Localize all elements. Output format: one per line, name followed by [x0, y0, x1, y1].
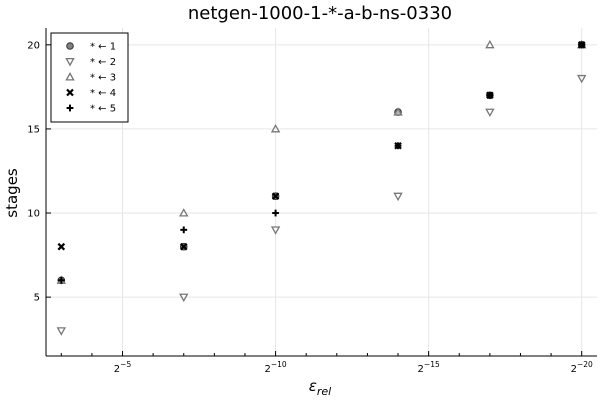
data-point-series-5 [394, 142, 402, 150]
data-point-series-2 [393, 192, 403, 202]
x-tick-label: 2−5 [114, 360, 132, 375]
x-tick-label: 2−10 [264, 360, 286, 375]
axes [45, 28, 597, 357]
legend-marker-series-2 [65, 57, 75, 67]
data-point-series-2 [485, 108, 495, 118]
data-point-series-2 [270, 226, 281, 235]
marker-shape [393, 107, 403, 116]
x-axis-label: εrel [309, 377, 331, 398]
y-tick-label: 15 [27, 124, 40, 135]
marker-shape [65, 72, 75, 81]
data-point-series-3 [485, 39, 495, 49]
marker-shape [65, 57, 75, 67]
data-point-series-3 [393, 107, 403, 116]
legend-marker-series-1 [66, 42, 74, 50]
legend: * ← 1 * ← 2 * ← 3 * ← 4 * ← 5 [50, 32, 129, 123]
marker-shape [270, 226, 281, 235]
marker-shape [179, 208, 189, 217]
legend-label-series-1: * ← 1 [90, 42, 116, 53]
legend-marker-series-5 [66, 104, 74, 112]
legend-box [50, 32, 129, 123]
marker-shape [485, 39, 495, 49]
marker-shape [576, 74, 587, 84]
y-tick-label: 10 [27, 209, 40, 220]
marker-shape [179, 293, 189, 303]
y-tick-label: 20 [27, 40, 40, 51]
legend-label-series-5: * ← 5 [90, 104, 116, 115]
legend-label-series-3: * ← 3 [90, 73, 116, 84]
data-point-series-5 [180, 226, 188, 234]
chart-title: netgen-1000-1-*-a-b-ns-0330 [188, 3, 452, 24]
marker-shape [179, 242, 188, 251]
marker-shape [57, 242, 66, 251]
data-point-series-4 [57, 242, 66, 251]
marker-shape [270, 123, 281, 133]
marker-shape [271, 192, 280, 200]
legend-marker-series-4 [66, 88, 74, 97]
legend-label-series-2: * ← 2 [90, 57, 116, 68]
marker-shape [56, 327, 67, 336]
marker-shape [66, 88, 74, 97]
data-point-series-2 [179, 293, 189, 303]
ticks: 2−5 2−10 2−15 2−20 5 10 15 20 [27, 40, 593, 375]
data-point-series-5 [57, 276, 65, 284]
data-point-series-3 [179, 208, 189, 217]
x-tick-label: 2−20 [571, 360, 593, 375]
marker-shape [393, 192, 403, 202]
legend-label-series-4: * ← 4 [90, 88, 116, 99]
data-point-series-4 [271, 192, 280, 200]
legend-marker-series-3 [65, 72, 75, 81]
marker-shape [66, 42, 74, 50]
data-point-series-2 [576, 74, 587, 84]
data-point-series-5 [578, 41, 586, 49]
data-point-series-5 [486, 91, 494, 99]
data-point-series-3 [270, 123, 281, 133]
marker-shape [485, 108, 495, 118]
x-tick-label: 2−15 [418, 360, 440, 375]
data-points [56, 39, 587, 336]
data-point-series-5 [272, 209, 279, 217]
data-point-series-4 [179, 242, 188, 251]
y-axis-label: stages [3, 168, 21, 218]
data-point-series-2 [56, 327, 67, 336]
y-tick-label: 5 [34, 293, 40, 304]
